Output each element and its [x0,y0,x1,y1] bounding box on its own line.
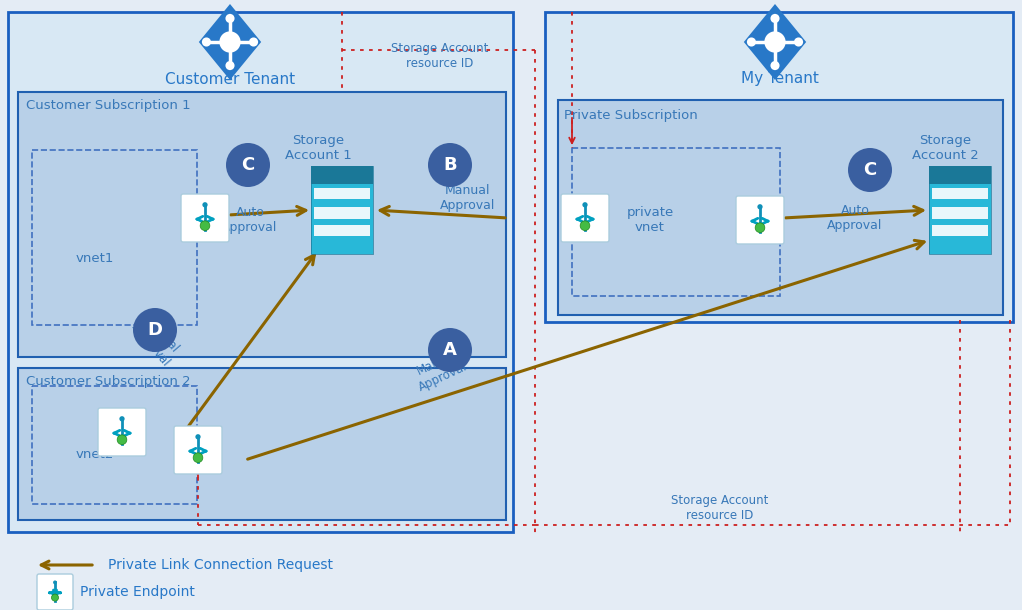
FancyBboxPatch shape [174,426,222,474]
FancyBboxPatch shape [736,196,784,244]
FancyBboxPatch shape [98,408,146,456]
Circle shape [771,61,780,70]
Circle shape [120,416,125,422]
Circle shape [848,148,892,192]
Text: B: B [444,156,457,174]
Bar [929,166,991,254]
Bar [572,148,780,296]
Bar [8,12,513,532]
Text: Manual
Approval: Manual Approval [130,311,185,369]
Circle shape [193,453,202,462]
Circle shape [53,581,57,584]
FancyBboxPatch shape [561,194,609,242]
Text: Manual
Approval: Manual Approval [410,346,470,394]
Polygon shape [199,4,262,80]
Bar [18,92,506,357]
Circle shape [428,328,472,372]
Bar [932,225,988,237]
Circle shape [755,223,764,232]
Text: C: C [241,156,254,174]
Text: vnet1: vnet1 [76,251,114,265]
Bar [311,166,373,184]
Text: Private Link Connection Request: Private Link Connection Request [108,558,333,572]
Circle shape [226,14,235,23]
Circle shape [757,204,762,209]
Bar [18,368,506,520]
Text: D: D [147,321,162,339]
Circle shape [133,308,177,352]
Bar [929,184,991,254]
Text: Private Endpoint: Private Endpoint [80,585,195,599]
Text: My Tenant: My Tenant [741,71,819,87]
Circle shape [428,143,472,187]
Text: Customer Subscription 2: Customer Subscription 2 [26,376,191,389]
Text: Storage Account
resource ID: Storage Account resource ID [671,494,769,522]
Bar [545,12,1013,322]
Bar [932,207,988,219]
Circle shape [195,434,200,439]
Text: C: C [864,161,877,179]
Bar [314,207,370,219]
FancyBboxPatch shape [37,574,73,610]
Circle shape [200,221,210,231]
Circle shape [118,435,127,445]
Bar [32,386,197,504]
Bar [932,188,988,199]
Circle shape [226,143,270,187]
Text: Storage
Account 2: Storage Account 2 [912,134,978,162]
Bar [314,225,370,237]
Polygon shape [744,4,806,80]
Circle shape [583,202,588,207]
Bar [311,184,373,254]
Bar [314,188,370,199]
Text: A: A [444,341,457,359]
FancyBboxPatch shape [181,194,229,242]
Circle shape [226,61,235,70]
Circle shape [747,37,756,46]
Text: Auto
Approval: Auto Approval [828,204,883,232]
Text: private
vnet: private vnet [626,206,673,234]
Text: Storage Account
resource ID: Storage Account resource ID [391,42,489,70]
Text: Customer Tenant: Customer Tenant [165,71,295,87]
Text: Private Subscription: Private Subscription [564,110,698,123]
Circle shape [794,37,803,46]
Circle shape [220,31,240,52]
Circle shape [202,202,207,207]
Bar [558,100,1003,315]
Text: Manual
Approval: Manual Approval [440,184,496,212]
Text: Storage
Account 1: Storage Account 1 [284,134,352,162]
Text: Auto
Approval: Auto Approval [223,206,278,234]
Bar [32,150,197,325]
Circle shape [249,37,259,46]
Circle shape [202,37,211,46]
Bar [929,166,991,184]
Circle shape [764,31,786,52]
Bar [311,166,373,254]
Circle shape [580,221,590,231]
Text: Customer Subscription 1: Customer Subscription 1 [26,99,191,112]
Text: vnet2: vnet2 [76,448,114,462]
Circle shape [51,594,58,601]
Circle shape [771,14,780,23]
